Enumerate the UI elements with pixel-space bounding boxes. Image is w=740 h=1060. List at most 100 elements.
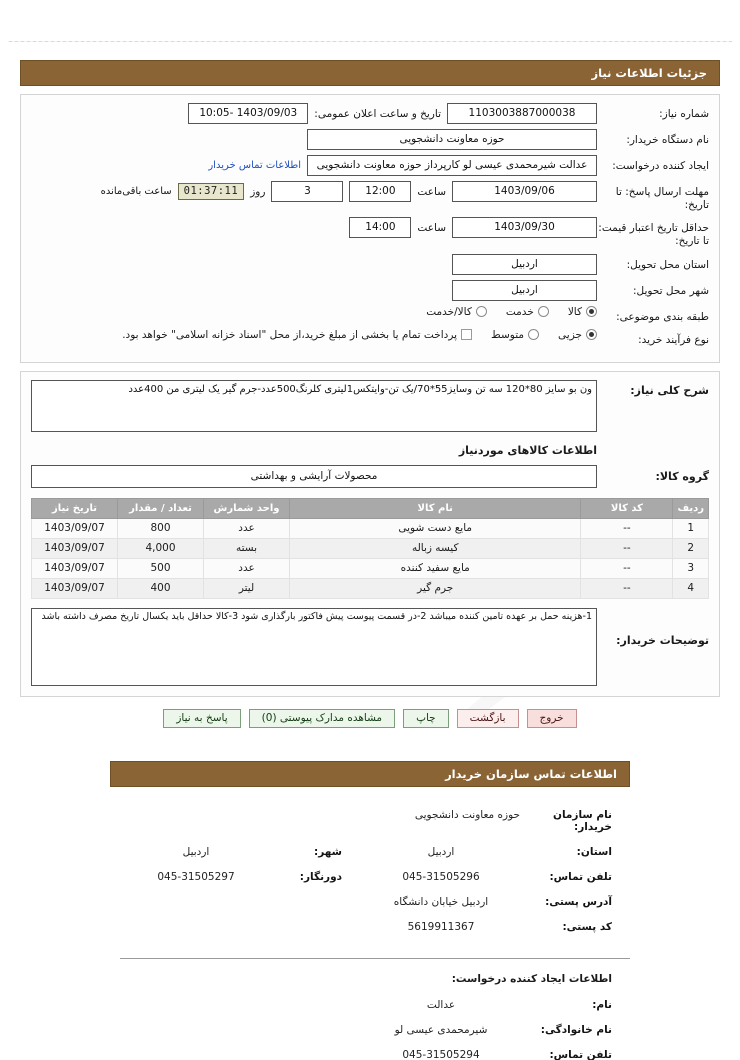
requester-first-value: عدالت (426, 998, 456, 1011)
contact-postal-label: کد پستی: (562, 920, 612, 933)
goods-group-label: گروه کالا: (655, 469, 709, 483)
deadline-time: 12:00 (349, 181, 412, 202)
creator-value: عدالت شیرمحمدی عیسی لو کارپرداز حوزه معا… (307, 155, 597, 176)
buyer-contact-link[interactable]: اطلاعات تماس خریدار (208, 160, 301, 171)
row-creator: ایجاد کننده درخواست: عدالت شیرمحمدی عیسی… (31, 155, 709, 176)
contact-city-value: اردبیل (182, 845, 210, 858)
radio-icon-motavaset[interactable] (528, 329, 540, 341)
city-value: اردبیل (452, 279, 597, 301)
contact-org-value: حوزه معاونت دانشجویی (414, 808, 520, 821)
cell-code: -- (580, 517, 674, 539)
th-radif: ردیف (672, 497, 709, 519)
process-option-motavaset[interactable]: متوسط (491, 328, 540, 341)
cell-code: -- (580, 577, 674, 599)
requester-phone-label: تلفن تماس: (549, 1048, 612, 1060)
cell-qty: 500 (117, 557, 204, 579)
top-divider (8, 41, 732, 42)
table-row: 1 -- مایع دست شویی عدد 800 1403/09/07 (31, 517, 709, 539)
cell-date: 1403/09/07 (31, 577, 118, 599)
description-text: ون بو سایز 80*120 سه تن وسایز55*70/یک تن… (31, 379, 597, 432)
cell-date: 1403/09/07 (31, 517, 118, 539)
contact-fax-row: دورنگار: 045-31505297 (122, 871, 342, 883)
cell-date: 1403/09/07 (31, 557, 118, 579)
cell-unit: عدد (203, 557, 290, 579)
contact-phone-row: تلفن تماس: 045-31505296 (362, 871, 612, 883)
cell-radif: 4 (672, 577, 709, 599)
row-validity: حداقل تاریخ اعتبار قیمت: تا تاریخ: 1403/… (31, 217, 709, 248)
buyer-notes-text: 1-هزینه حمل بر عهده تامین کننده میباشد 2… (31, 607, 597, 686)
th-name: نام کالا (288, 497, 582, 519)
contact-col-right: استان: اردبیل تلفن تماس: 045-31505296 آد… (362, 846, 722, 946)
contact-city-label: شهر: (314, 845, 342, 858)
requester-phone-value: 045-31505294 (402, 1048, 480, 1060)
radio-icon-khedmat[interactable] (537, 306, 549, 317)
row-province: استان محل تحویل: اردبیل (31, 253, 709, 275)
cell-radif: 2 (672, 537, 709, 559)
countdown-timer: 01:37:11 (177, 183, 245, 200)
category-option-kala-label: کالا (567, 305, 582, 318)
process-option-motavaset-label: متوسط (491, 328, 525, 341)
requester-last-row: نام خانوادگی: شیرمحمدی عیسی لو (362, 1024, 612, 1036)
announce-value: 1403/09/03 -10:05 (188, 103, 309, 124)
contact-fax-label: دورنگار: (299, 870, 342, 883)
back-button[interactable]: بازگشت (456, 708, 519, 728)
goods-group-value: محصولات آرایشی و بهداشتی (31, 464, 597, 488)
table-row: 2 -- کیسه زباله بسته 4,000 1403/09/07 (31, 537, 709, 559)
row-goods-group: گروه کالا: محصولات آرایشی و بهداشتی (31, 464, 709, 488)
cell-qty: 400 (117, 577, 204, 599)
need-number-label: شماره نیاز: (659, 108, 709, 120)
cell-qty: 4,000 (117, 537, 204, 559)
deadline-label: مهلت ارسال پاسخ: تا تاریخ: (615, 186, 709, 212)
category-option-kala-khedmat-label: کالا/خدمت (426, 305, 472, 318)
category-option-kala[interactable]: کالا (568, 306, 597, 318)
category-option-khedmat-label: خدمت (505, 305, 534, 318)
cell-date: 1403/09/07 (31, 537, 118, 559)
action-button-bar: خروج بازگشت چاپ مشاهده مدارک پیوستی (0) … (0, 708, 740, 728)
print-button[interactable]: چاپ (403, 708, 449, 728)
contact-city-row: شهر: اردبیل (122, 846, 342, 858)
exit-button[interactable]: خروج (526, 708, 577, 728)
cell-code: -- (580, 537, 674, 559)
radio-icon-jozei[interactable] (586, 329, 597, 341)
contact-address-label: آدرس پستی: (545, 895, 612, 908)
row-deadline: مهلت ارسال پاسخ: تا تاریخ: 1403/09/06 سا… (31, 181, 709, 212)
category-option-khedmat[interactable]: خدمت (506, 306, 549, 318)
table-row: 3 -- مایع سفید کننده عدد 500 1403/09/07 (31, 557, 709, 579)
radio-icon-kala[interactable] (586, 306, 597, 317)
requester-first-label: نام: (592, 998, 612, 1011)
process-option-jozei[interactable]: جزیی (558, 329, 597, 341)
contact-province-row: استان: اردبیل (362, 846, 612, 858)
contact-phone-value: 045-31505296 (402, 870, 480, 883)
description-label: شرح کلی نیاز: (630, 383, 709, 397)
cell-code: -- (580, 557, 674, 579)
province-label: استان محل تحویل: (626, 258, 709, 271)
treasury-note-label: پرداخت تمام یا بخشی از مبلغ خرید،از محل … (122, 328, 458, 341)
th-code: کد کالا (580, 497, 674, 519)
page-title: جزئیات اطلاعات نیاز (20, 60, 720, 86)
respond-button[interactable]: پاسخ به نیاز (163, 708, 241, 728)
th-qty: تعداد / مقدار (117, 497, 204, 519)
contact-province-value: اردبیل (427, 845, 455, 858)
contact-postal-value: 5619911367 (407, 920, 475, 933)
th-date: تاریخ نیاز (31, 497, 118, 519)
row-buyer-org: نام دستگاه خریدار: حوزه معاونت دانشجویی (31, 129, 709, 150)
row-category: طبقه بندی موضوعی: کالا خدمت (31, 306, 709, 324)
attachments-button[interactable]: مشاهده مدارک پیوستی (0) (248, 708, 396, 728)
city-label: شهر محل تحویل: (633, 284, 709, 297)
contact-phone-label: تلفن تماس: (549, 870, 612, 883)
contact-col-left: شهر: اردبیل دورنگار: 045-31505297 (122, 846, 362, 946)
radio-icon-kala-khedmat[interactable] (475, 306, 487, 317)
table-row: 4 -- جرم گیر لیتر 400 1403/09/07 (31, 577, 709, 599)
category-option-kala-khedmat[interactable]: کالا/خدمت (426, 306, 487, 318)
contact-address-row: آدرس پستی: اردبیل خیابان دانشگاه (362, 896, 612, 908)
requester-last-value: شیرمحمدی عیسی لو (394, 1023, 488, 1036)
process-label: نوع فرآیند خرید: (638, 333, 709, 346)
checkbox-icon-treasury[interactable] (461, 329, 473, 341)
hour-label-deadline: ساعت (417, 185, 446, 198)
province-value: اردبیل (452, 253, 597, 275)
process-option-jozei-label: جزیی (558, 328, 582, 341)
treasury-bond-checkbox-group[interactable]: پرداخت تمام یا بخشی از مبلغ خرید،از محل … (122, 328, 473, 341)
cell-name: کیسه زباله (288, 537, 582, 559)
contact-address-value: اردبیل خیابان دانشگاه (393, 895, 489, 908)
validity-label: حداقل تاریخ اعتبار قیمت: تا تاریخ: (598, 222, 709, 248)
